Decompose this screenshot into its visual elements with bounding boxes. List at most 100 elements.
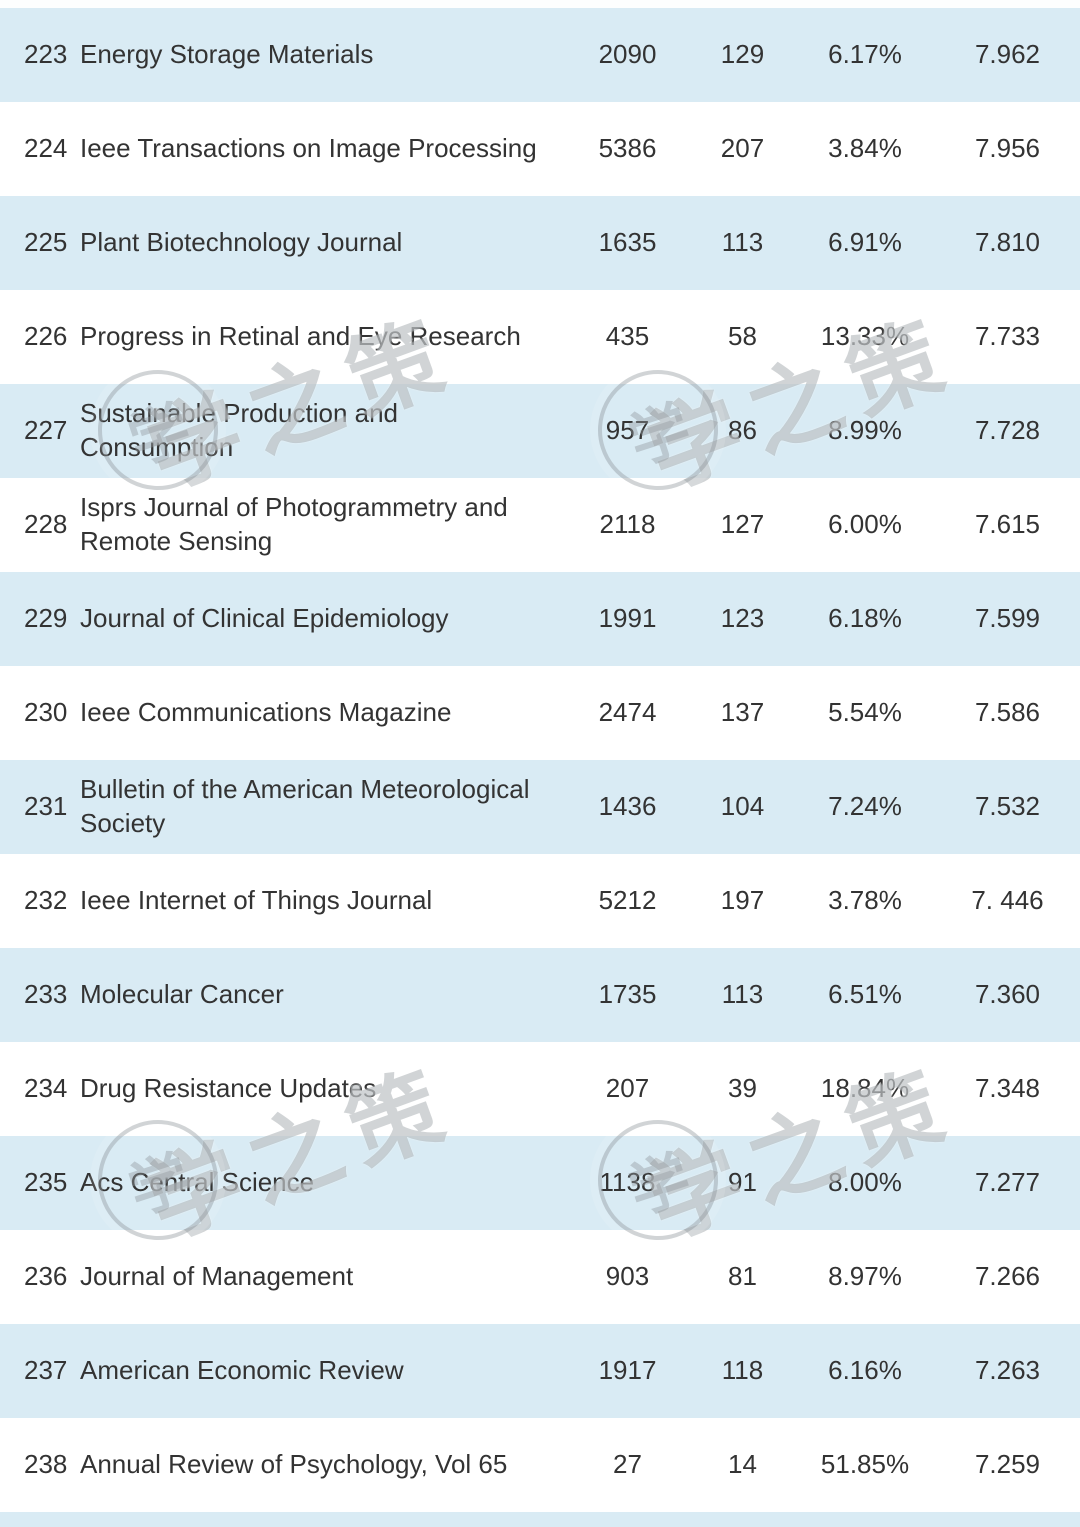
score-cell: 7.360 <box>974 979 1041 1010</box>
value2-cell: 58 <box>728 321 757 352</box>
value2-cell: 113 <box>721 227 764 258</box>
rank-cell: 226 <box>24 321 68 352</box>
rank-cell: 227 <box>24 415 68 446</box>
percent-cell: 8.99% <box>828 415 902 446</box>
score-cell: 7.810 <box>974 227 1041 258</box>
percent-cell: 18.84% <box>820 1073 910 1104</box>
journal-name-cell: Journal of Management <box>80 1261 354 1292</box>
table-row: 233 Molecular Cancer 1735 113 6.51% 7.36… <box>0 948 1080 1042</box>
percent-cell: 6.00% <box>828 509 902 540</box>
percent-cell: 6.51% <box>828 979 902 1010</box>
score-cell: 7.586 <box>974 697 1041 728</box>
value1-cell: 1138 <box>599 1167 656 1198</box>
value2-cell: 91 <box>728 1167 757 1198</box>
journal-name-cell: American Economic Review <box>80 1355 404 1386</box>
value1-cell: 2118 <box>599 509 656 540</box>
journal-name-cell: Energy Storage Materials <box>80 39 374 70</box>
value1-cell: 1735 <box>598 979 657 1010</box>
rank-cell: 229 <box>24 603 68 634</box>
value1-cell: 5212 <box>598 885 657 916</box>
value2-cell: 39 <box>728 1073 757 1104</box>
rank-cell: 224 <box>24 133 68 164</box>
table-row: 234 Drug Resistance Updates 207 39 18.84… <box>0 1042 1080 1136</box>
rank-cell: 234 <box>24 1073 68 1104</box>
percent-cell: 6.18% <box>828 603 902 634</box>
percent-cell: 8.97% <box>828 1261 902 1292</box>
value1-cell: 1917 <box>598 1355 657 1386</box>
value2-cell: 197 <box>720 885 765 916</box>
score-cell: 7.728 <box>974 415 1041 446</box>
table-row: 230 Ieee Communications Magazine 2474 13… <box>0 666 1080 760</box>
rank-cell: 237 <box>24 1355 68 1386</box>
journal-name-cell: Ieee Transactions on Image Processing <box>80 133 537 164</box>
table-row: 223 Energy Storage Materials 2090 129 6.… <box>0 8 1080 102</box>
table-row: 238 Annual Review of Psychology, Vol 65 … <box>0 1418 1080 1512</box>
value2-cell: 81 <box>728 1261 757 1292</box>
score-cell: 7.615 <box>974 509 1041 540</box>
value1-cell: 2090 <box>598 39 657 70</box>
journal-name-cell: Annual Review of Psychology, Vol 65 <box>80 1449 508 1480</box>
score-cell: 7.259 <box>974 1449 1041 1480</box>
journal-name-cell: Ieee Internet of Things Journal <box>80 885 433 916</box>
score-cell: 7.277 <box>974 1167 1041 1198</box>
table-row: 225 Plant Biotechnology Journal 1635 113… <box>0 196 1080 290</box>
rank-cell: 228 <box>24 509 68 540</box>
value1-cell: 1635 <box>598 227 657 258</box>
table-row: 226 Progress in Retinal and Eye Research… <box>0 290 1080 384</box>
table-row: 231 Bulletin of the American Meteorologi… <box>0 760 1080 854</box>
score-cell: 7.348 <box>974 1073 1041 1104</box>
table-row: 237 American Economic Review 1917 118 6.… <box>0 1324 1080 1418</box>
percent-cell: 6.16% <box>828 1355 902 1386</box>
journal-name-cell: Plant Biotechnology Journal <box>80 227 403 258</box>
journal-name-cell: Progress in Retinal and Eye Research <box>80 321 521 352</box>
score-cell: 7.599 <box>974 603 1041 634</box>
value2-cell: 129 <box>720 39 765 70</box>
percent-cell: 6.91% <box>828 227 902 258</box>
table-row: 229 Journal of Clinical Epidemiology 199… <box>0 572 1080 666</box>
table-row: 235 Acs Central Science 1138 91 8.00% 7.… <box>0 1136 1080 1230</box>
value2-cell: 207 <box>720 133 765 164</box>
score-cell: 7.962 <box>974 39 1041 70</box>
percent-cell: 3.84% <box>828 133 902 164</box>
percent-cell: 13.33% <box>820 321 910 352</box>
percent-cell: 3.78% <box>828 885 902 916</box>
journal-name-cell: Isprs Journal of Photogrammetry and Remo… <box>80 492 508 556</box>
journal-name-cell: Ieee Communications Magazine <box>80 697 452 728</box>
rank-cell: 231 <box>24 791 68 822</box>
rank-cell: 236 <box>24 1261 68 1292</box>
rank-cell: 230 <box>24 697 68 728</box>
table-row: 228 Isprs Journal of Photogrammetry and … <box>0 478 1080 572</box>
journal-name-cell: Bulletin of the American Meteorological … <box>80 774 530 838</box>
rank-cell: 235 <box>24 1167 68 1198</box>
table-row: 232 Ieee Internet of Things Journal 5212… <box>0 854 1080 948</box>
table-row: 224 Ieee Transactions on Image Processin… <box>0 102 1080 196</box>
journal-name-cell: Drug Resistance Updates <box>80 1073 377 1104</box>
value2-cell: 137 <box>720 697 765 728</box>
value1-cell: 27 <box>613 1449 642 1480</box>
value1-cell: 957 <box>605 415 650 446</box>
journal-table: 223 Energy Storage Materials 2090 129 6.… <box>0 8 1080 1512</box>
partial-next-row <box>0 1512 1080 1527</box>
value1-cell: 435 <box>605 321 650 352</box>
journal-name-cell: Acs Central Science <box>80 1167 315 1198</box>
value2-cell: 123 <box>720 603 765 634</box>
value2-cell: 14 <box>728 1449 757 1480</box>
value1-cell: 1436 <box>598 791 657 822</box>
table-row: 227 Sustainable Production and Consumpti… <box>0 384 1080 478</box>
journal-name-cell: Molecular Cancer <box>80 979 284 1010</box>
value1-cell: 903 <box>605 1261 650 1292</box>
percent-cell: 6.17% <box>828 39 902 70</box>
value2-cell: 86 <box>728 415 757 446</box>
percent-cell: 51.85% <box>820 1449 910 1480</box>
percent-cell: 8.00% <box>828 1167 902 1198</box>
table-row: 236 Journal of Management 903 81 8.97% 7… <box>0 1230 1080 1324</box>
value1-cell: 5386 <box>598 133 657 164</box>
score-cell: 7.956 <box>974 133 1041 164</box>
value2-cell: 104 <box>720 791 765 822</box>
value1-cell: 207 <box>605 1073 650 1104</box>
score-cell: 7.266 <box>974 1261 1041 1292</box>
percent-cell: 5.54% <box>828 697 902 728</box>
score-cell: 7. 446 <box>971 885 1044 916</box>
value2-cell: 113 <box>721 979 764 1010</box>
